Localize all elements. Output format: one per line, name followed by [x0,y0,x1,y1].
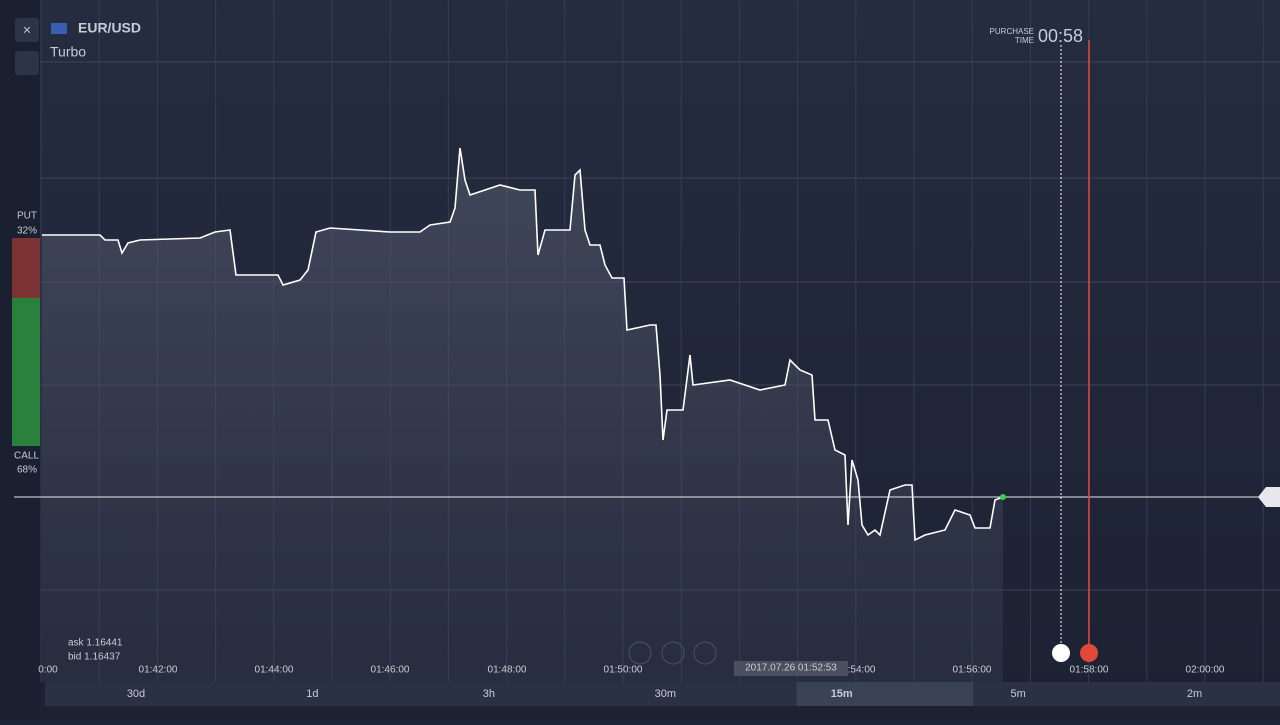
timeframe[interactable]: 30m [655,688,676,700]
close-button[interactable] [15,18,39,42]
cursor-time: 2017.07.26 01:52:53 [745,663,837,674]
timeframe[interactable]: 5m [1011,688,1026,700]
zoom-in[interactable] [693,641,717,665]
timeframe[interactable]: 2m [1187,688,1202,700]
timeframe[interactable]: 3h [483,688,495,700]
time-label: 01:50:00 [604,665,643,676]
time-label: 01:54:00 [837,665,876,676]
time-label: 0:00 [38,665,58,676]
close-icon: × [23,22,31,38]
timeframe[interactable]: 15m [831,688,853,700]
time-label: 02:00:00 [1186,665,1225,676]
price-area [42,148,1003,682]
timeframe-selected [796,682,974,706]
cursor-box [734,661,848,676]
time-label: 01:46:00 [371,665,410,676]
sentiment-bar [12,238,40,446]
bid: bid 1.16437 [68,652,121,663]
asset[interactable]: EUR/USD [78,20,141,36]
purchase-label: TIME [1015,36,1034,45]
purchase-time: 00:58 [1038,26,1083,46]
time-label: 01:44:00 [255,665,294,676]
timer-icon [1052,644,1070,662]
time-label: 01:58:00 [1070,665,1109,676]
mode[interactable]: Turbo [50,44,86,60]
zoom-out[interactable] [628,641,652,665]
put-label: PUT [17,211,37,222]
recenter[interactable] [661,641,685,665]
collapse-button[interactable] [15,51,39,75]
purchase-label: PURCHASE [990,27,1034,36]
call-label: CALL [14,451,39,462]
timeframe[interactable]: 1d [306,688,318,700]
price-line [42,147,1004,542]
current-point [1000,494,1006,500]
flag-icon [1080,644,1098,662]
call-value: 68% [17,465,37,476]
time-label: 01:48:00 [488,665,527,676]
time-label: 01:56:00 [953,665,992,676]
flag [51,23,67,34]
price-marker [1258,487,1280,507]
put-value: 32% [17,226,37,237]
timeframe-bar [45,682,1280,706]
ask: ask 1.16441 [68,638,123,649]
timeframe[interactable]: 30d [127,688,145,700]
time-label: 01:42:00 [139,665,178,676]
